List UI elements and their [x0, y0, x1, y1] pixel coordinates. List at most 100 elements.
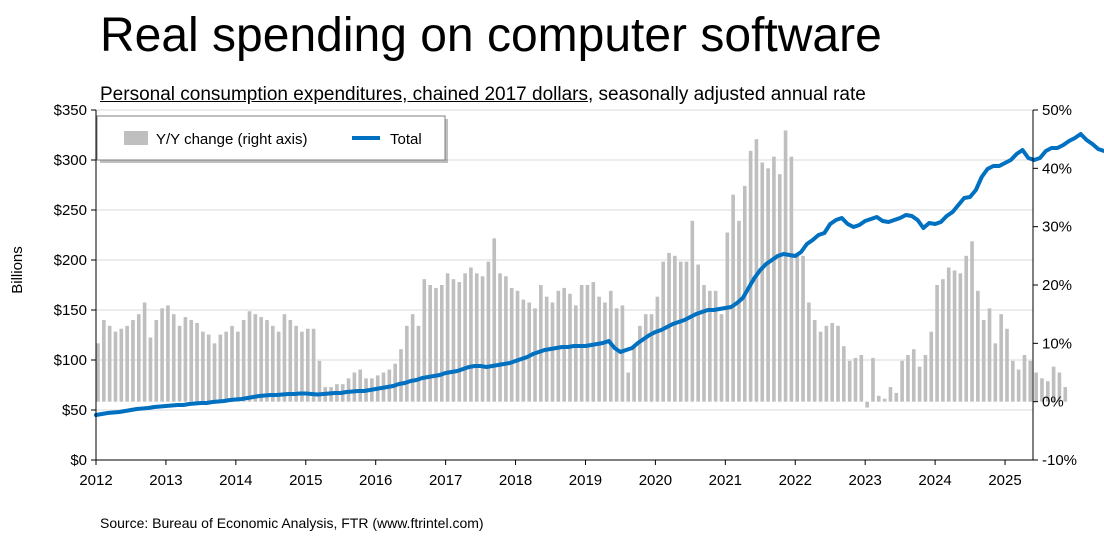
yoy-bar: [119, 328, 124, 402]
yoy-bar: [410, 314, 415, 402]
yoy-bar: [218, 334, 223, 402]
left-tick-label: $150: [54, 302, 87, 319]
yoy-bar: [573, 305, 578, 402]
right-tick-label: 20%: [1042, 277, 1072, 294]
total-line-group: [94, 132, 1104, 417]
yoy-bar: [434, 287, 438, 402]
yoy-bar: [690, 220, 695, 402]
yoy-bar: [550, 302, 555, 402]
yoy-bar: [212, 343, 217, 402]
yoy-bar: [428, 285, 432, 402]
x-tick-label: 2014: [219, 472, 252, 489]
yoy-bar: [626, 372, 631, 402]
yoy-bar: [183, 317, 188, 402]
left-tick-label: $350: [54, 102, 87, 119]
yoy-bar: [603, 302, 607, 402]
subtitle-underlined: Personal consumption expenditures, chain…: [100, 84, 588, 105]
yoy-bar: [620, 305, 625, 402]
yoy-bar: [492, 238, 497, 402]
yoy-bar: [527, 302, 531, 402]
yoy-bar: [201, 331, 205, 402]
yoy-bar: [148, 337, 153, 402]
yoy-bar: [760, 162, 765, 402]
total-line: [94, 132, 1104, 417]
yoy-bar: [236, 331, 240, 402]
yoy-bar: [504, 276, 508, 402]
x-tick-label: 2016: [359, 472, 392, 489]
left-tick-label: $50: [62, 402, 87, 419]
right-tick-label: 30%: [1042, 219, 1072, 236]
subtitle-rest: , seasonally adjusted annual rate: [587, 84, 866, 105]
yoy-bars: [96, 130, 1068, 408]
right-tick-label: 40%: [1042, 160, 1072, 177]
yoy-bar: [673, 255, 677, 402]
yoy-bar: [795, 255, 800, 402]
yoy-bar: [708, 290, 712, 402]
yoy-bar: [696, 264, 700, 402]
x-axis-ticks: 2012 2013 2014 2015 2016 2017 2018 2019 2020 2021…: [79, 460, 1022, 489]
yoy-bar: [859, 355, 864, 402]
x-tick-label: 2023: [848, 472, 881, 489]
yoy-bar: [206, 334, 211, 402]
yoy-bar: [474, 273, 479, 402]
yoy-bar: [195, 322, 199, 402]
yoy-bar: [96, 343, 100, 402]
yoy-bar: [952, 270, 957, 402]
yoy-bar: [358, 369, 363, 402]
yoy-bar: [131, 320, 135, 402]
yoy-bar: [748, 150, 753, 402]
yoy-bar: [731, 194, 735, 402]
yoy-bar: [1057, 372, 1062, 402]
yoy-bar: [917, 366, 922, 402]
yoy-bar: [393, 363, 397, 402]
yoy-bar: [498, 273, 502, 402]
yoy-bar: [702, 285, 706, 402]
yoy-bar: [643, 314, 648, 402]
yoy-bar: [737, 220, 741, 402]
yoy-bar: [585, 285, 590, 402]
left-tick-label: $100: [54, 352, 87, 369]
yoy-bar: [941, 279, 945, 402]
x-tick-label: 2022: [779, 472, 812, 489]
yoy-bar: [311, 328, 316, 402]
left-axis-ticks: $0 $50 $100 $150 $200 $250 $300 $350: [54, 102, 96, 469]
source-note: Source: Bureau of Economic Analysis, FTR…: [100, 515, 484, 531]
yoy-bar: [754, 139, 759, 402]
yoy-bar: [154, 320, 159, 402]
yoy-bar: [935, 285, 939, 402]
yoy-bar: [1016, 369, 1021, 402]
yoy-bar: [300, 331, 304, 402]
yoy-bar: [480, 276, 485, 402]
yoy-bar: [166, 305, 170, 402]
yoy-bar: [271, 325, 275, 402]
yoy-bar: [655, 296, 660, 402]
yoy-bar: [1045, 381, 1050, 402]
yoy-bar: [224, 331, 228, 402]
left-tick-label: $200: [54, 252, 87, 269]
yoy-bar: [416, 325, 421, 402]
yoy-bar: [457, 282, 462, 402]
yoy-bar: [678, 261, 683, 402]
y-axis-label: Billions: [9, 246, 26, 294]
x-tick-label: 2012: [79, 472, 112, 489]
yoy-bar: [253, 314, 258, 402]
yoy-bar: [981, 320, 986, 402]
yoy-bar: [830, 322, 834, 402]
yoy-bar: [614, 308, 619, 402]
legend-bar-label: Y/Y change (right axis): [156, 131, 307, 148]
yoy-bar: [649, 314, 654, 402]
yoy-bar: [1022, 355, 1027, 402]
yoy-bar: [486, 261, 491, 402]
yoy-bar: [422, 279, 427, 402]
yoy-bar: [352, 372, 357, 402]
yoy-bar: [539, 285, 543, 402]
legend-line-label: Total: [390, 131, 422, 148]
yoy-bar: [562, 287, 566, 402]
yoy-bar: [160, 308, 164, 402]
yoy-bar: [713, 290, 718, 402]
x-tick-label: 2015: [289, 472, 322, 489]
x-tick-label: 2018: [499, 472, 532, 489]
yoy-bar: [946, 267, 951, 402]
yoy-bar: [591, 282, 596, 402]
left-tick-label: $300: [54, 152, 87, 169]
